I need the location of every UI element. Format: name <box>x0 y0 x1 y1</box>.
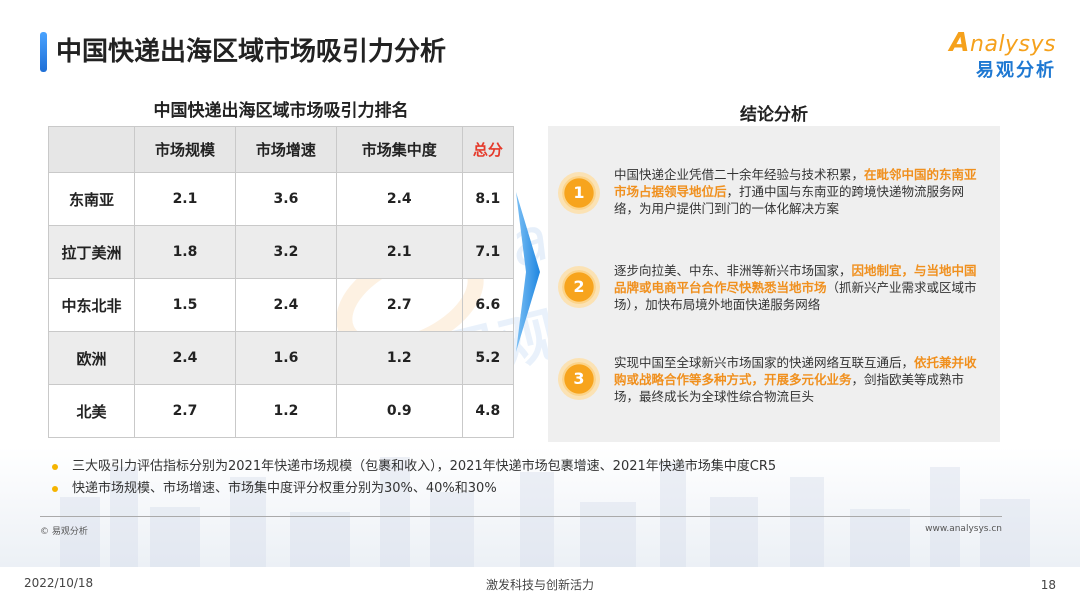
cell-value: 1.8 <box>134 225 236 279</box>
cell-value: 1.5 <box>134 278 236 332</box>
notes-list: 三大吸引力评估指标分别为2021年快递市场规模（包裹和收入），2021年快递市场… <box>48 456 848 500</box>
report-date: 2022/10/18 <box>24 576 94 590</box>
header-market-concentration: 市场集中度 <box>335 126 463 173</box>
cell-value: 3.2 <box>234 225 337 279</box>
number-badge: 3 <box>562 362 596 396</box>
cell-total: 4.8 <box>461 384 515 438</box>
logo-chinese: 易观分析 <box>976 60 1056 81</box>
cell-value: 2.7 <box>335 278 463 332</box>
page-number: 18 <box>1040 578 1056 592</box>
row-region: 拉丁美洲 <box>48 225 135 279</box>
footer-slogan: 激发科技与创新活力 <box>485 578 594 592</box>
cell-value: 3.6 <box>234 172 337 226</box>
cell-value: 2.1 <box>335 225 463 279</box>
cell-total: 7.1 <box>461 225 515 279</box>
table-title: 中国快递出海区域市场吸引力排名 <box>153 101 409 121</box>
number-badge: 1 <box>562 176 596 210</box>
table-row: 欧洲 2.4 1.6 1.2 5.2 <box>48 331 515 385</box>
cell-value: 2.4 <box>134 331 236 385</box>
row-region: 东南亚 <box>48 172 135 226</box>
header-total-score: 总分 <box>461 126 515 173</box>
conclusion-text: 中国快递企业凭借二十余年经验与技术积累，在毗邻中国的东南亚市场占据领导地位后，打… <box>614 167 977 216</box>
copyright-text: © 易观分析 <box>40 527 88 537</box>
cell-total: 5.2 <box>461 331 515 385</box>
header-corner <box>48 126 135 173</box>
row-region: 中东北非 <box>48 278 135 332</box>
highlight-text: 因地制宜，与当地中国品牌或电商平台合作尽快熟悉当地市场 <box>614 263 977 295</box>
row-region: 欧洲 <box>48 331 135 385</box>
note-item: 快递市场规模、市场增速、市场集中度评分权重分别为30%、40%和30% <box>48 478 848 500</box>
cell-total: 8.1 <box>461 172 515 226</box>
cell-value: 0.9 <box>335 384 463 438</box>
table-row: 东南亚 2.1 3.6 2.4 8.1 <box>48 172 515 226</box>
table-row: 中东北非 1.5 2.4 2.7 6.6 <box>48 278 515 332</box>
logo-wordmark: Analysys <box>949 28 1056 58</box>
header-market-size: 市场规模 <box>134 126 236 173</box>
cell-value: 1.2 <box>234 384 337 438</box>
ranking-table: 市场规模 市场增速 市场集中度 总分 东南亚 2.1 3.6 2.4 8.1 拉… <box>48 126 515 438</box>
conclusion-text: 实现中国至全球新兴市场国家的快递网络互联互通后，依托兼并收购或战略合作等多种方式… <box>614 355 977 404</box>
cell-value: 2.7 <box>134 384 236 438</box>
cell-value: 2.4 <box>234 278 337 332</box>
chevron-right-icon <box>516 192 540 352</box>
conclusion-title: 结论分析 <box>740 105 808 125</box>
row-region: 北美 <box>48 384 135 438</box>
highlight-text: 在毗邻中国的东南亚市场占据领导地位后 <box>614 167 977 199</box>
conclusion-panel: 1 中国快递企业凭借二十余年经验与技术积累，在毗邻中国的东南亚市场占据领导地位后… <box>548 126 1000 442</box>
table-header-row: 市场规模 市场增速 市场集中度 总分 <box>48 126 515 173</box>
table-row: 北美 2.7 1.2 0.9 4.8 <box>48 384 515 438</box>
header-market-growth: 市场增速 <box>234 126 337 173</box>
skyline-background <box>0 447 1080 567</box>
brand-logo: Analysys 易观分析 <box>926 28 1056 82</box>
cell-value: 1.2 <box>335 331 463 385</box>
cell-value: 1.6 <box>234 331 337 385</box>
highlight-text: 依托兼并收购或战略合作等多种方式，开展多元化业务 <box>614 355 977 387</box>
number-badge: 2 <box>562 270 596 304</box>
cell-value: 2.4 <box>335 172 463 226</box>
conclusion-text: 逐步向拉美、中东、非洲等新兴市场国家，因地制宜，与当地中国品牌或电商平台合作尽快… <box>614 263 977 312</box>
website-link[interactable]: www.analysys.cn <box>925 524 1002 534</box>
note-item: 三大吸引力评估指标分别为2021年快递市场规模（包裹和收入），2021年快递市场… <box>48 456 848 478</box>
cell-value: 2.1 <box>134 172 236 226</box>
table-row: 拉丁美洲 1.8 3.2 2.1 7.1 <box>48 225 515 279</box>
title-accent-bar <box>40 32 47 72</box>
cell-total: 6.6 <box>461 278 515 332</box>
footer-divider <box>40 516 1002 517</box>
page-title: 中国快递出海区域市场吸引力分析 <box>56 37 447 67</box>
